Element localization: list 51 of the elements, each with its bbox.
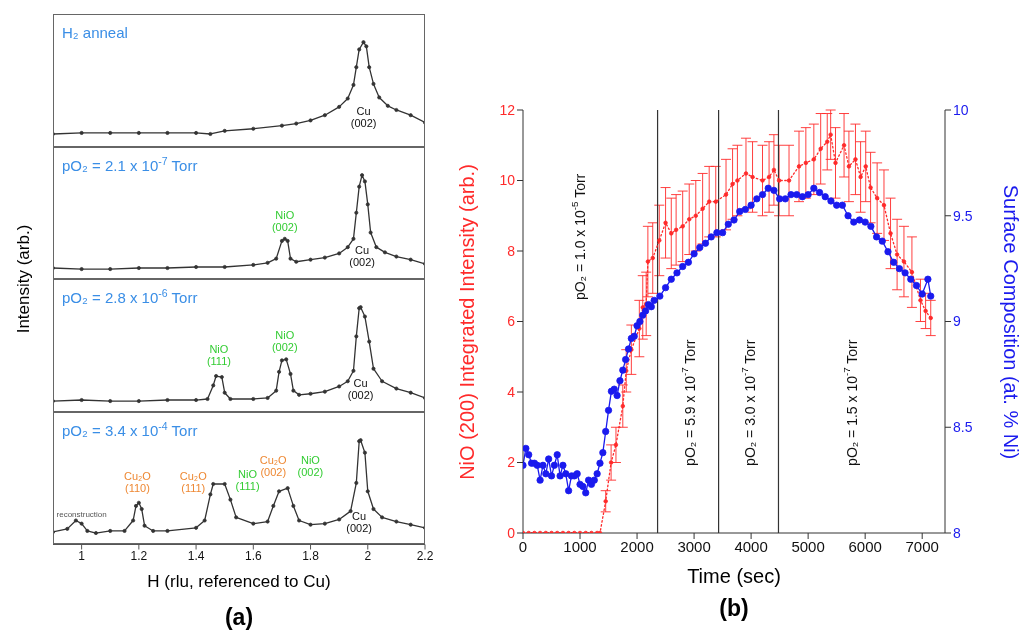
x-tick-label: 7000 [905, 537, 939, 555]
y2-tick-label: 10 [953, 101, 969, 118]
y-tick-label: 8 [507, 242, 516, 259]
x-tick-label: 2000 [620, 537, 654, 555]
x-tick-label: 5000 [791, 537, 825, 555]
x-tick-label: 3000 [677, 537, 711, 555]
annotation: NiO (111) [235, 467, 260, 492]
x-tick-label: 1.6 [244, 548, 262, 563]
x-tick-label: 1 [78, 548, 86, 563]
annotation: Cu₂O (111) [179, 469, 208, 494]
y-axis-title: NiO (200) Integrated Intensity (arb.) [455, 163, 479, 480]
y2-tick-label: 9.5 [953, 207, 973, 224]
x-tick-label: 4000 [734, 537, 768, 555]
annotation: Cu (002) [350, 105, 377, 130]
x-tick-label: 1.2 [130, 548, 148, 563]
y2-axis-title: Surface Composition (at. % Ni) [998, 184, 1022, 459]
chart-title: pO₂ = 2.8 x 10$^{-6}$ Torr [62, 287, 198, 306]
annotation: Cu (002) [349, 243, 375, 268]
y2-tick-label: 8 [953, 524, 961, 541]
y-tick-label: 2 [507, 454, 516, 471]
chart-title: H₂ anneal [62, 24, 128, 41]
annotation: NiO (111) [206, 343, 231, 368]
x-axis-title: Time (sec) [686, 565, 782, 588]
y2-tick-label: 9 [953, 313, 961, 330]
x-tick-label: 1000 [563, 537, 597, 555]
x-tick-label: 6000 [848, 537, 882, 555]
text: (a) [223, 604, 255, 631]
annotation: reconstruction [56, 509, 107, 519]
annotation: NiO (002) [297, 453, 324, 478]
x-tick-label: 1.8 [302, 548, 320, 563]
annotation: NiO (002) [271, 208, 298, 233]
y-tick-label: 10 [499, 172, 516, 189]
x-tick-label: 1.4 [187, 548, 205, 563]
x-tick-label: 2 [364, 548, 372, 563]
text: (b) [718, 595, 750, 622]
chart-title: pO₂ = 3.4 x 10$^{-4}$ Torr [62, 419, 198, 439]
annotation: NiO (002) [271, 328, 298, 353]
x-axis-title: H (rlu, referenced to Cu) [146, 572, 332, 592]
annotation: Cu (002) [346, 509, 372, 534]
y-tick-label: 0 [507, 524, 516, 541]
x-tick-label: 2.2 [416, 548, 434, 563]
y-axis-title: Intensity (arb.) [14, 224, 34, 334]
y2-tick-label: 8.5 [953, 419, 973, 436]
annotation: Cu (002) [347, 376, 374, 401]
y-tick-label: 6 [507, 313, 516, 330]
x-tick-label: 0 [518, 537, 528, 555]
y-tick-label: 12 [499, 101, 516, 118]
annotation: Cu₂O (110) [124, 469, 152, 494]
y-tick-label: 4 [507, 383, 516, 400]
annotation: Cu₂O (002) [259, 453, 288, 478]
chart-title: pO₂ = 2.1 x 10$^{-7}$ Torr [62, 154, 198, 174]
